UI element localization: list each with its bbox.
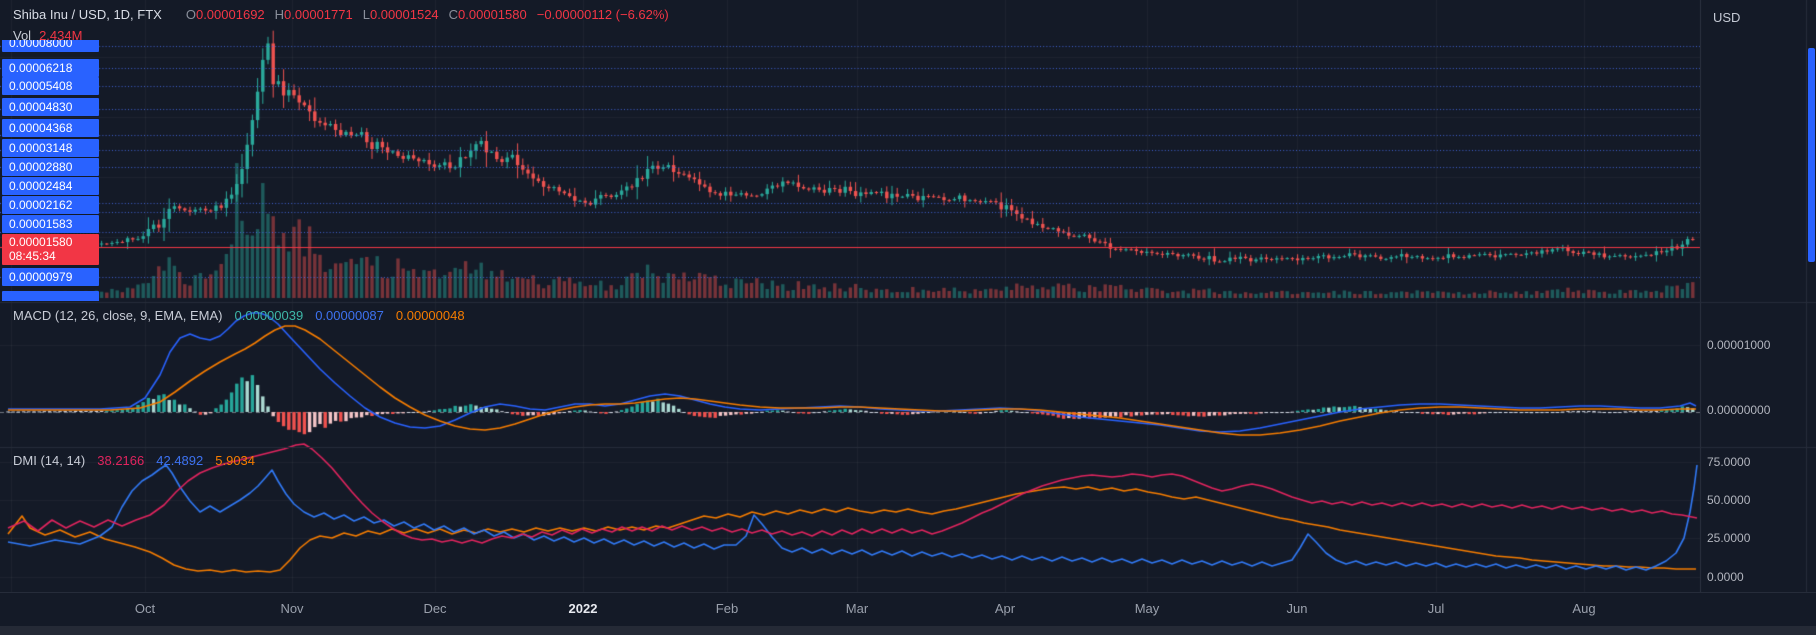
time-axis-label: Jul [1427,601,1445,616]
price-pane-legend: Shiba Inu / USD, 1D, FTX O0.00001692 H0.00… [13,7,669,22]
time-axis-label: Feb [715,601,739,616]
time-axis-label: Dec [423,601,447,616]
price-line-label: 0.00008000 [2,40,99,52]
price-line-label: 0.00000979 [2,268,99,286]
current-price-label: 0.00001580 08:45:34 [2,234,99,265]
dmi-blue-value: 42.4892 [156,453,204,468]
volume-legend: Vol 2.434M [13,28,82,43]
indicator-axis-label: 0.0000 [1707,570,1744,584]
price-change: −0.00000112 (−6.62%) [536,7,669,22]
open-letter: O [185,7,196,22]
time-axis-label: Apr [994,601,1016,616]
price-line-label: 0.00002880 [2,158,99,176]
time-axis-label: Mar [845,601,869,616]
price-line-label: 0.00001583 [2,215,99,233]
macd-indicator-title[interactable]: MACD (12, 26, close, 9, EMA, EMA) [13,308,223,323]
time-axis-label: Jun [1286,601,1308,616]
price-axis-pane[interactable]: USD [1700,0,1807,592]
dmi-orange-value: 5.9034 [215,453,256,468]
macd-line-value: 0.00000087 [315,308,384,323]
volume-label: Vol [13,28,32,43]
price-line-label [2,291,99,301]
dmi-indicator-title[interactable]: DMI (14, 14) [13,453,86,468]
macd-legend: MACD (12, 26, close, 9, EMA, EMA) 0.00000… [13,308,465,323]
price-axis-label-stack: 0.00008000 0.00006218 0.00005408 0.00004830… [1,40,105,301]
bottom-strip [0,626,1816,635]
indicator-axis-label: 0.00000000 [1707,403,1771,417]
indicator-axis-label: 25.0000 [1707,531,1751,545]
time-axis[interactable]: Oct Nov Dec 2022 Feb Mar Apr May Jun Jul Aug [0,592,1816,627]
dmi-legend: DMI (14, 14) 38.2166 42.4892 5.9034 [13,453,255,468]
close-value: 0.00001580 [458,7,527,22]
price-line-label: 0.00002162 [2,196,99,214]
time-axis-label: Oct [134,601,156,616]
price-line-label: 0.00002484 [2,177,99,195]
price-line-label: 0.00006218 [2,59,99,77]
current-bar-countdown: 08:45:34 [9,249,56,263]
axis-currency-label: USD [1713,10,1741,25]
open-value: 0.00001692 [195,7,265,22]
high-letter: H [274,7,285,22]
low-value: 0.00001524 [369,7,439,22]
indicator-axis-label: 0.00001000 [1707,338,1771,352]
symbol-title[interactable]: Shiba Inu / USD, 1D, FTX [13,7,162,22]
low-letter: L [362,7,370,22]
right-edge-blue-strip[interactable] [1808,48,1815,262]
time-axis-label: Nov [280,601,304,616]
macd-signal-value: 0.00000048 [395,308,465,323]
macd-histogram-value: 0.00000039 [234,308,304,323]
price-line-label: 0.00003148 [2,139,99,157]
time-axis-label: May [1134,601,1160,616]
time-axis-label: 2022 [568,601,598,616]
price-line-label: 0.00004368 [2,119,99,137]
volume-value: 2.434M [39,28,83,43]
close-letter: C [448,7,459,22]
indicator-axis-label: 50.0000 [1707,493,1751,507]
price-line-label: 0.00005408 [2,77,99,95]
price-line-label: 0.00004830 [2,98,99,116]
time-axis-label: Aug [1572,601,1596,616]
dmi-pink-value: 38.2166 [97,453,145,468]
indicator-axis-label: 75.0000 [1707,455,1751,469]
high-value: 0.00001771 [284,7,353,22]
current-price-value: 0.00001580 [9,235,73,249]
